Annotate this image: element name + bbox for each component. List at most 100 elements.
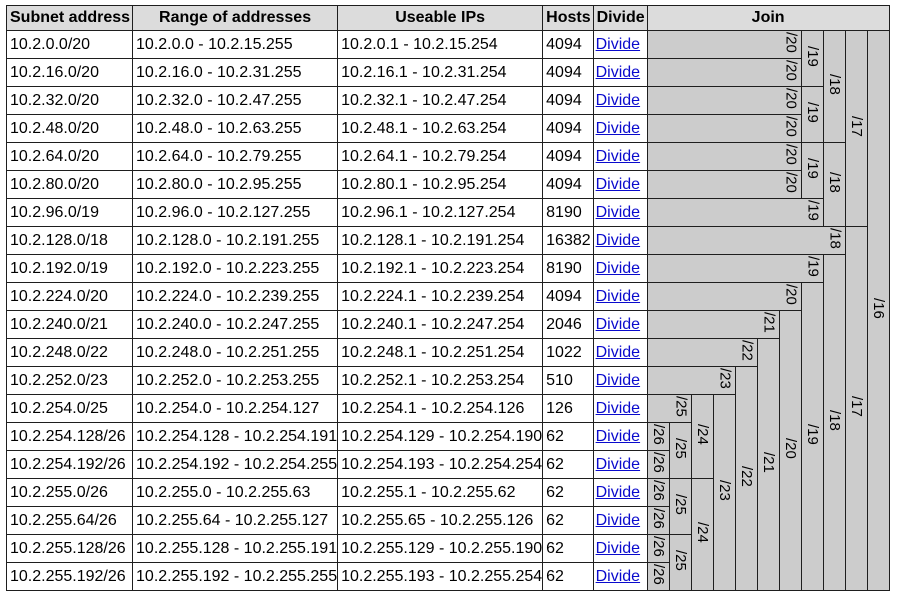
join-cell[interactable]: /23 (646, 366, 736, 395)
join-cell[interactable]: /25 (668, 478, 692, 535)
join-cell[interactable]: /21 (756, 338, 780, 591)
join-label[interactable]: /26 (650, 479, 668, 501)
join-cell[interactable]: /26 (646, 506, 670, 535)
join-cell[interactable]: /20 (646, 58, 802, 87)
join-cell[interactable]: /24 (690, 478, 714, 591)
join-cell[interactable]: /26 (646, 562, 670, 591)
divide-link[interactable]: Divide (595, 343, 641, 361)
join-cell[interactable]: /19 (800, 142, 824, 199)
divide-link[interactable]: Divide (595, 315, 641, 333)
join-label[interactable]: /19 (804, 157, 822, 179)
join-cell[interactable]: /19 (646, 254, 824, 283)
join-label[interactable]: /25 (672, 437, 690, 459)
join-label[interactable]: /23 (716, 479, 734, 501)
join-label[interactable]: /26 (650, 423, 668, 445)
join-label[interactable]: /23 (716, 367, 734, 389)
join-cell[interactable]: /20 (646, 170, 802, 199)
join-cell[interactable]: /26 (646, 534, 670, 563)
join-cell[interactable]: /25 (668, 422, 692, 479)
divide-link[interactable]: Divide (595, 203, 641, 221)
join-label[interactable]: /20 (782, 283, 800, 305)
join-cell[interactable]: /19 (800, 86, 824, 143)
join-cell[interactable]: /20 (646, 282, 802, 311)
join-cell[interactable]: /20 (646, 142, 802, 171)
divide-link[interactable]: Divide (595, 539, 641, 557)
join-label[interactable]: /20 (782, 171, 800, 193)
join-cell[interactable]: /25 (668, 534, 692, 591)
join-cell[interactable]: /22 (646, 338, 758, 367)
join-label[interactable]: /18 (826, 409, 844, 431)
join-label[interactable]: /25 (672, 493, 690, 515)
divide-link[interactable]: Divide (595, 455, 641, 473)
join-cell[interactable]: /20 (646, 30, 802, 59)
divide-link[interactable]: Divide (595, 483, 641, 501)
join-label[interactable]: /18 (826, 73, 844, 95)
join-label[interactable]: /21 (760, 311, 778, 333)
join-label[interactable]: /26 (650, 451, 668, 473)
divide-link[interactable]: Divide (595, 35, 641, 53)
divide-link[interactable]: Divide (595, 175, 641, 193)
join-cell[interactable]: /23 (712, 394, 736, 591)
join-cell[interactable]: /19 (646, 198, 824, 227)
join-label[interactable]: /20 (782, 115, 800, 137)
join-cell[interactable]: /20 (646, 86, 802, 115)
divide-link[interactable]: Divide (595, 231, 641, 249)
join-cell[interactable]: /18 (646, 226, 846, 255)
join-label[interactable]: /24 (694, 423, 712, 445)
join-cell[interactable]: /24 (690, 394, 714, 479)
join-label[interactable]: /17 (848, 115, 866, 137)
join-label[interactable]: /19 (804, 255, 822, 277)
join-label[interactable]: /26 (650, 563, 668, 585)
join-cell[interactable]: /26 (646, 422, 670, 451)
join-label[interactable]: /19 (804, 423, 822, 445)
divide-link[interactable]: Divide (595, 63, 641, 81)
divide-link[interactable]: Divide (595, 287, 641, 305)
divide-link[interactable]: Divide (595, 427, 641, 445)
join-label[interactable]: /20 (782, 31, 800, 53)
join-cell[interactable]: /17 (844, 30, 868, 227)
hosts-cell: 62 (542, 534, 594, 563)
join-label[interactable]: /21 (760, 451, 778, 473)
join-label[interactable]: /18 (826, 171, 844, 193)
divide-link[interactable]: Divide (595, 119, 641, 137)
join-cell[interactable]: /17 (844, 226, 868, 591)
join-label[interactable]: /19 (804, 45, 822, 67)
join-label[interactable]: /16 (870, 297, 888, 319)
join-cell[interactable]: /20 (778, 310, 802, 591)
join-cell[interactable]: /18 (822, 142, 846, 227)
join-cell[interactable]: /18 (822, 30, 846, 143)
divide-link[interactable]: Divide (595, 399, 641, 417)
divide-link[interactable]: Divide (595, 511, 641, 529)
join-cell[interactable]: /26 (646, 478, 670, 507)
join-label[interactable]: /20 (782, 87, 800, 109)
join-label[interactable]: /24 (694, 521, 712, 543)
join-cell[interactable]: /25 (646, 394, 692, 423)
join-cell[interactable]: /21 (646, 310, 780, 339)
join-label[interactable]: /25 (672, 395, 690, 417)
divide-link[interactable]: Divide (595, 567, 641, 585)
join-label[interactable]: /25 (672, 549, 690, 571)
divide-link[interactable]: Divide (595, 259, 641, 277)
join-cell[interactable]: /18 (822, 254, 846, 591)
join-cell[interactable]: /19 (800, 282, 824, 591)
join-label[interactable]: /19 (804, 199, 822, 221)
join-cell[interactable]: /16 (866, 30, 890, 591)
join-cell[interactable]: /26 (646, 450, 670, 479)
join-label[interactable]: /20 (782, 59, 800, 81)
join-cell[interactable]: /20 (646, 114, 802, 143)
join-cell[interactable]: /22 (734, 366, 758, 591)
join-label[interactable]: /20 (782, 143, 800, 165)
join-label[interactable]: /18 (826, 227, 844, 249)
divide-link[interactable]: Divide (595, 91, 641, 109)
join-label[interactable]: /22 (738, 465, 756, 487)
divide-link[interactable]: Divide (595, 371, 641, 389)
join-label[interactable]: /20 (782, 437, 800, 459)
subnet-row: 10.2.224.0/20 10.2.224.0 - 10.2.239.255 10… (5, 282, 890, 591)
join-cell[interactable]: /19 (800, 30, 824, 87)
join-label[interactable]: /26 (650, 507, 668, 529)
divide-link[interactable]: Divide (595, 147, 641, 165)
join-label[interactable]: /17 (848, 395, 866, 417)
join-label[interactable]: /26 (650, 535, 668, 557)
join-label[interactable]: /19 (804, 101, 822, 123)
join-label[interactable]: /22 (738, 339, 756, 361)
